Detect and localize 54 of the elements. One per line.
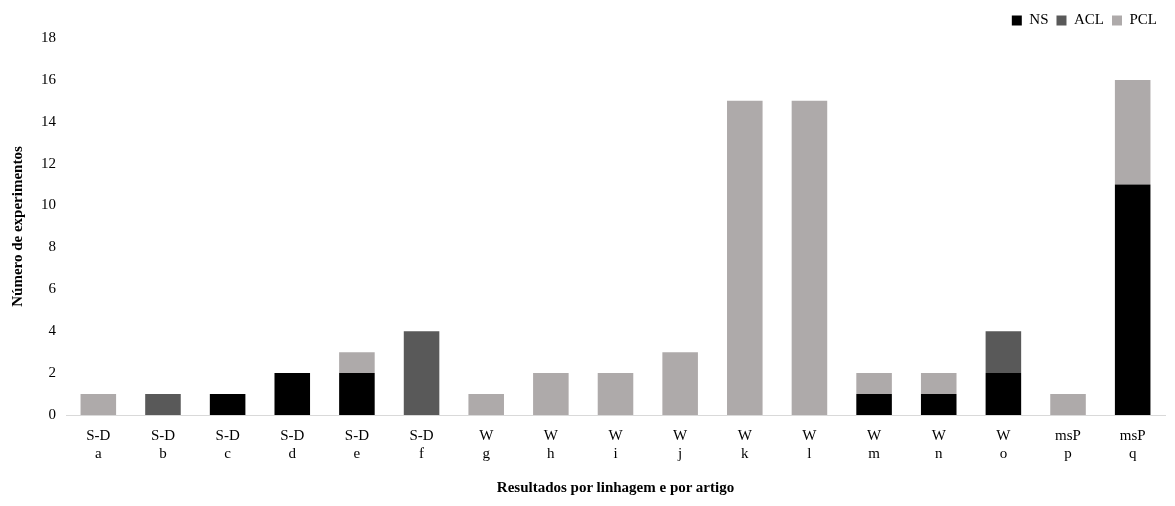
bar <box>1050 394 1086 415</box>
x-tick-label: W l <box>802 426 818 461</box>
bar <box>533 373 569 415</box>
y-tick-label: 0 <box>48 405 56 422</box>
bar <box>80 394 117 415</box>
legend-label: PCL <box>1129 11 1158 28</box>
x-tick-label: W n <box>931 426 947 461</box>
x-tick-label: W g <box>479 426 495 461</box>
y-tick-label: 12 <box>41 154 56 171</box>
x-tick-label: W o <box>996 426 1012 461</box>
bar <box>985 373 1022 415</box>
y-tick-label: 2 <box>48 364 56 381</box>
y-tick-label: 8 <box>48 238 56 255</box>
bar <box>985 331 1022 374</box>
x-tick-label: S-D a <box>86 426 111 461</box>
y-tick-label: 18 <box>41 28 56 45</box>
bar <box>1114 184 1151 415</box>
bar <box>403 331 440 415</box>
bar <box>920 394 957 415</box>
x-tick-label: msP q <box>1119 426 1146 461</box>
x-tick-label: S-D d <box>280 426 305 461</box>
y-axis-title: Número de experimentos <box>8 146 25 307</box>
bar <box>145 394 181 415</box>
bar <box>209 394 246 415</box>
bar <box>1114 79 1151 185</box>
bar <box>339 373 375 415</box>
x-tick-label: S-D c <box>215 426 240 461</box>
x-axis-title: Resultados por linhagem e por artigo <box>496 478 735 495</box>
legend-label: ACL <box>1073 11 1104 28</box>
bar <box>274 373 311 415</box>
legend-label: NS <box>1029 11 1049 28</box>
x-tick-label: W m <box>867 426 882 461</box>
bar <box>791 100 828 415</box>
y-tick-label: 16 <box>41 70 57 87</box>
y-tick-label: 6 <box>48 280 57 297</box>
y-tick-label: 14 <box>41 112 57 129</box>
bar <box>856 373 892 395</box>
x-tick-label: W k <box>737 426 753 461</box>
bar <box>597 373 634 415</box>
x-tick-label: W j <box>673 426 689 461</box>
x-tick-label: S-D b <box>150 426 176 461</box>
bar <box>856 394 892 415</box>
x-tick-label: S-D f <box>409 426 434 461</box>
y-tick-label: 4 <box>48 322 57 339</box>
bar <box>727 100 763 415</box>
x-tick-label: msP p <box>1055 426 1081 461</box>
x-tick-label: W h <box>543 426 559 461</box>
bar <box>468 394 504 415</box>
bar <box>339 352 375 374</box>
bar <box>920 373 957 395</box>
x-tick-label: W i <box>608 426 624 461</box>
bar <box>662 352 698 415</box>
y-tick-label: 10 <box>41 196 56 213</box>
x-tick-label: S-D e <box>344 426 370 461</box>
